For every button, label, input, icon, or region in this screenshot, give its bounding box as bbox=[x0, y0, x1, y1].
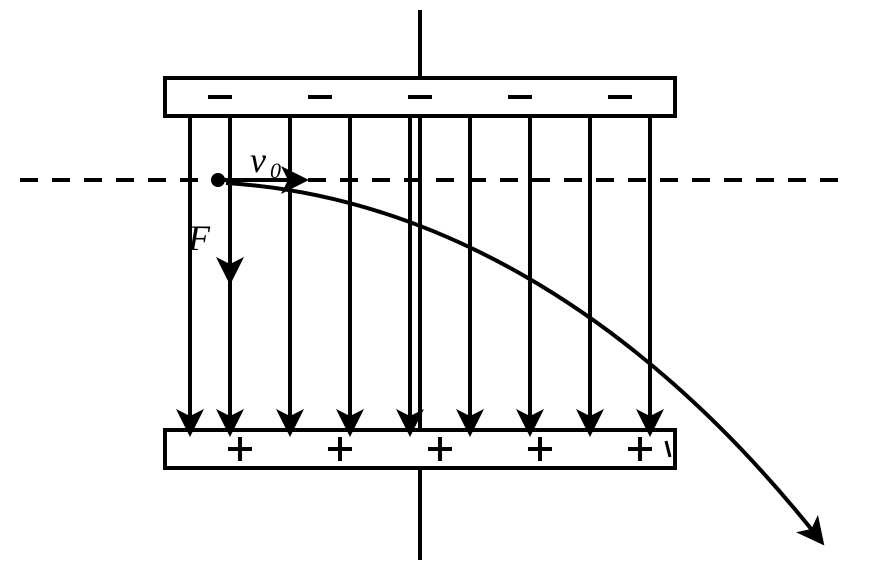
particle-dot bbox=[211, 173, 225, 187]
v0-subscript: 0 bbox=[270, 158, 281, 183]
trajectory-curve bbox=[226, 183, 820, 540]
physics-diagram: v0 F bbox=[0, 0, 877, 583]
v0-label: v bbox=[250, 140, 266, 180]
force-label: F bbox=[187, 218, 211, 258]
